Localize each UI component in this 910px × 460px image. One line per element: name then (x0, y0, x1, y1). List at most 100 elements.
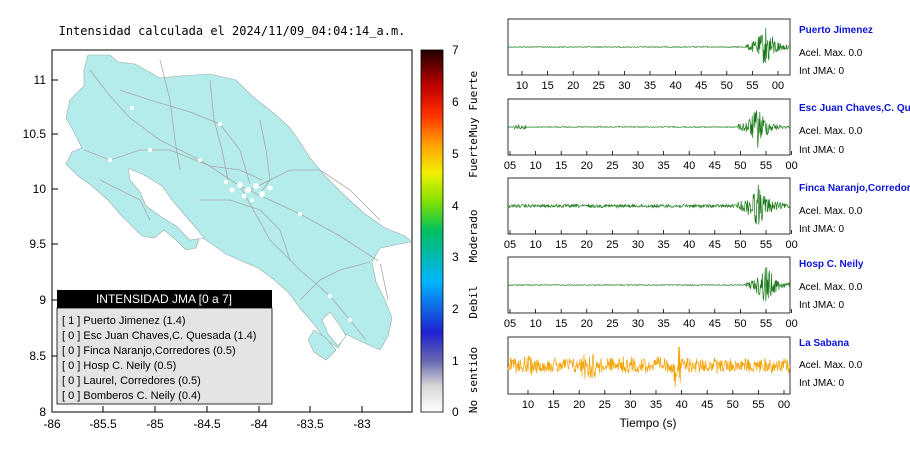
legend-row: [ 0 ] Laurel, Corredores (0.5) (62, 375, 201, 387)
time-tick-label: 10 (516, 80, 528, 92)
time-axis: 05 10 15 20 25 30 35 40 45 50 55 00 (504, 230, 798, 251)
int-jma: Int JMA: 0 (799, 145, 844, 156)
legend-row: [ 0 ] Bomberos C. Neily (0.4) (62, 390, 201, 402)
seismic-trace (507, 267, 791, 302)
time-tick-label: 35 (657, 318, 669, 330)
colorbar-tick: 6 (452, 95, 459, 109)
colorbar-label: No sentido (467, 347, 480, 413)
time-tick-label: 25 (606, 318, 618, 330)
time-tick-label: 50 (727, 399, 739, 411)
seismogram-panel: 10 15 20 25 30 35 40 45 50 55 00 La Sabana Acel. M… (507, 336, 863, 411)
time-tick-label: 25 (606, 160, 618, 172)
time-tick-label: 20 (581, 239, 593, 251)
map-x-axis: -86 -85.5 -85 -84.5 -84 -83.5 -83 (43, 417, 371, 431)
legend-row: [ 0 ] Hosp C. Neily (0.5) (62, 360, 176, 372)
time-tick-label: 05 (504, 239, 516, 251)
colorbar-gradient (420, 49, 444, 413)
time-tick-label: 30 (632, 239, 644, 251)
map-y-tick-label: 10 (33, 182, 47, 196)
map-y-tick-label: 8.5 (29, 349, 46, 363)
int-jma: Int JMA: 0 (799, 378, 844, 389)
colorbar-tick: 4 (452, 199, 459, 213)
colorbar-tick: 1 (452, 354, 459, 368)
time-tick-label: 20 (581, 318, 593, 330)
seismic-trace (507, 346, 791, 388)
time-tick-label: 25 (606, 239, 618, 251)
seismogram-panel: 05 10 15 20 25 30 35 40 45 50 55 00 Esc Juan Chaves… (504, 98, 910, 172)
time-tick-label: 45 (701, 399, 713, 411)
map-y-axis: 11 10.5 10 9.5 9 8.5 8 (23, 73, 47, 419)
acel-max: Acel. Max. 0.0 (799, 48, 863, 59)
time-tick-label: 45 (709, 160, 721, 172)
time-tick-label: 30 (632, 160, 644, 172)
colorbar-label: Muy Fuerte (467, 71, 480, 137)
time-tick-label: 00 (785, 318, 797, 330)
time-tick-label: 10 (529, 160, 541, 172)
time-tick-label: 35 (650, 399, 662, 411)
time-tick-label: 30 (624, 399, 636, 411)
seismic-trace (507, 27, 791, 64)
time-tick-label: 40 (675, 399, 687, 411)
time-tick-label: 25 (593, 80, 605, 92)
legend-title: INTENSIDAD JMA [0 a 7] (96, 292, 232, 306)
int-jma: Int JMA: 0 (799, 66, 844, 77)
golfo-dulce (321, 311, 347, 347)
time-tick-label: 10 (522, 399, 534, 411)
acel-max: Acel. Max. 0.0 (799, 126, 863, 137)
map-y-tick-label: 8 (39, 405, 46, 419)
time-tick-label: 00 (785, 239, 797, 251)
time-axis: 10 15 20 25 30 35 40 45 50 55 00 (516, 71, 784, 92)
map-x-tick-label: -85.5 (89, 417, 117, 431)
seismic-trace (507, 184, 791, 225)
map-x-tick-label: -83 (353, 417, 371, 431)
time-tick-label: 00 (778, 399, 790, 411)
time-tick-label: 20 (581, 160, 593, 172)
time-tick-label: 55 (760, 318, 772, 330)
time-tick-label: 50 (734, 239, 746, 251)
time-tick-label: 35 (657, 239, 669, 251)
time-tick-label: 55 (752, 399, 764, 411)
costa-rica-map (65, 54, 412, 361)
acel-max: Acel. Max. 0.0 (799, 282, 863, 293)
map-y-tick-label: 9.5 (29, 237, 46, 251)
station-name: Esc Juan Chaves,C. Qu (799, 103, 910, 114)
time-tick-label: 55 (760, 239, 772, 251)
intensity-legend: INTENSIDAD JMA [0 a 7] [ 1 ] Puerto Jime… (56, 290, 273, 405)
gulf-of-nicoya (127, 167, 205, 241)
colorbar-tick: 7 (452, 43, 459, 57)
time-tick-label: 35 (644, 80, 656, 92)
time-tick-label: 30 (632, 318, 644, 330)
time-tick-label: 40 (683, 239, 695, 251)
time-tick-label: 20 (567, 80, 579, 92)
time-tick-label: 15 (555, 160, 567, 172)
colorbar-tick: 3 (452, 250, 459, 264)
time-tick-label: 55 (760, 160, 772, 172)
colorbar-tick: 0 (452, 405, 459, 419)
osa-peninsula (307, 329, 337, 361)
colorbar-tick: 2 (452, 302, 459, 316)
colorbar: 7 6 5 4 3 2 1 0 Muy Fuerte Fuerte Modera… (420, 43, 480, 419)
legend-row: [ 0 ] Esc Juan Chaves,C. Quesada (1.4) (62, 330, 256, 342)
time-tick-label: 50 (734, 160, 746, 172)
time-tick-label: 45 (709, 318, 721, 330)
x-axis-label: Tiempo (s) (620, 416, 677, 430)
land-area (65, 54, 412, 351)
time-axis: 10 15 20 25 30 35 40 45 50 55 00 (522, 390, 790, 411)
time-tick-label: 45 (695, 80, 707, 92)
time-tick-label: 35 (657, 160, 669, 172)
station-name: Finca Naranjo,Corredor (799, 183, 910, 194)
time-tick-label: 40 (683, 318, 695, 330)
legend-row: [ 0 ] Finca Naranjo,Corredores (0.5) (62, 345, 236, 357)
urban-cluster (108, 106, 382, 322)
time-tick-label: 15 (555, 318, 567, 330)
colorbar-label: Moderado (467, 210, 480, 263)
time-tick-label: 40 (669, 80, 681, 92)
time-tick-label: 10 (529, 318, 541, 330)
map-y-tick-label: 10.5 (23, 127, 47, 141)
time-tick-label: 25 (599, 399, 611, 411)
time-tick-label: 50 (721, 80, 733, 92)
legend-header-bg (57, 290, 272, 308)
map-x-tick-label: -84 (250, 417, 268, 431)
time-tick-label: 05 (504, 160, 516, 172)
